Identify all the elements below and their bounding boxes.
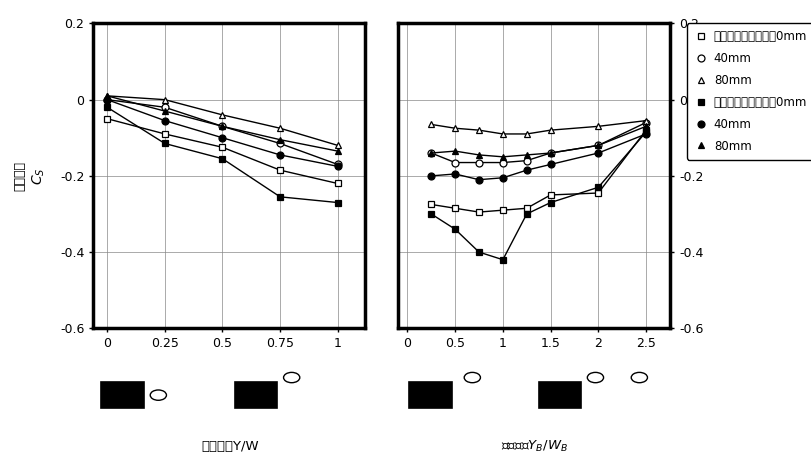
Text: 横間隔　Y/W: 横間隔 Y/W: [201, 440, 258, 453]
Legend: 大型バス　地上高　0mm, 40mm, 80mm, 普通ワゴン地上高　0mm, 40mm, 80mm: 大型バス 地上高 0mm, 40mm, 80mm, 普通ワゴン地上高 0mm, …: [686, 23, 811, 159]
Text: 横力係数: 横力係数: [14, 161, 27, 191]
Text: 横間隔　$Y_B/W_B$: 横間隔 $Y_B/W_B$: [500, 439, 567, 454]
Text: $C_S$: $C_S$: [31, 167, 47, 185]
